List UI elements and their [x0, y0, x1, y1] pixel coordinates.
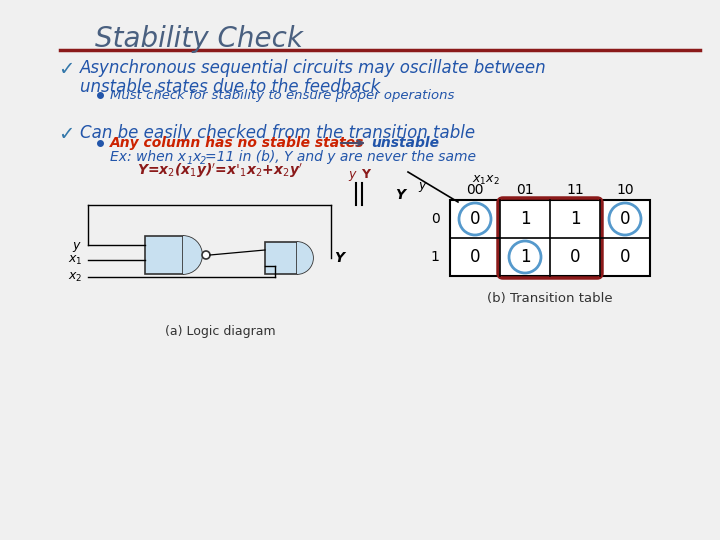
Text: (b) Transition table: (b) Transition table	[487, 292, 613, 305]
Text: x: x	[192, 150, 200, 164]
Text: Asynchronous sequential circuits may oscillate between: Asynchronous sequential circuits may osc…	[80, 59, 546, 77]
Wedge shape	[297, 242, 313, 274]
Text: 1: 1	[520, 248, 531, 266]
Text: Y=x$_2$(x$_1$y)$'$=x$'_1$x$_2$+x$_2$y$'$: Y=x$_2$(x$_1$y)$'$=x$'_1$x$_2$+x$_2$y$'$	[137, 162, 303, 180]
Text: =11 in (b), Y and y are never the same: =11 in (b), Y and y are never the same	[205, 150, 476, 164]
Text: $x_2$: $x_2$	[68, 271, 82, 284]
Text: 1: 1	[431, 250, 439, 264]
Text: 2: 2	[200, 156, 206, 166]
Text: 0: 0	[469, 210, 480, 228]
Text: $x_1$: $x_1$	[68, 253, 82, 267]
Bar	[265, 242, 297, 274]
Text: 11: 11	[566, 183, 584, 197]
Circle shape	[202, 251, 210, 259]
Text: unstable states due to the feedback: unstable states due to the feedback	[80, 78, 380, 96]
Text: y: y	[73, 239, 80, 252]
Text: Must check for stability to ensure proper operations: Must check for stability to ensure prope…	[110, 89, 454, 102]
Text: 0: 0	[431, 212, 439, 226]
Text: Y: Y	[334, 251, 344, 265]
Text: Y: Y	[361, 168, 371, 181]
Bar	[145, 236, 183, 274]
Text: Stability Check: Stability Check	[95, 25, 303, 53]
Text: Ex: when x: Ex: when x	[110, 150, 186, 164]
Text: Any column has no stable states: Any column has no stable states	[110, 136, 364, 150]
Text: y: y	[418, 179, 426, 192]
Text: $x_1x_2$: $x_1x_2$	[472, 173, 500, 186]
Text: 0: 0	[570, 248, 580, 266]
Wedge shape	[183, 236, 202, 274]
Text: 1: 1	[570, 210, 580, 228]
Text: 0: 0	[620, 248, 630, 266]
Text: unstable: unstable	[371, 136, 439, 150]
Text: 1: 1	[520, 210, 531, 228]
Text: Can be easily checked from the transition table: Can be easily checked from the transitio…	[80, 124, 475, 142]
Text: ✓: ✓	[58, 60, 74, 79]
Text: 1: 1	[187, 156, 193, 166]
Text: (a) Logic diagram: (a) Logic diagram	[165, 325, 275, 338]
Text: y: y	[348, 168, 356, 181]
Text: 01: 01	[516, 183, 534, 197]
Text: Y: Y	[395, 188, 405, 202]
Text: 0: 0	[620, 210, 630, 228]
Text: ✓: ✓	[58, 125, 74, 144]
Text: 10: 10	[616, 183, 634, 197]
Text: 00: 00	[467, 183, 484, 197]
Text: 0: 0	[469, 248, 480, 266]
Bar	[450, 200, 650, 276]
